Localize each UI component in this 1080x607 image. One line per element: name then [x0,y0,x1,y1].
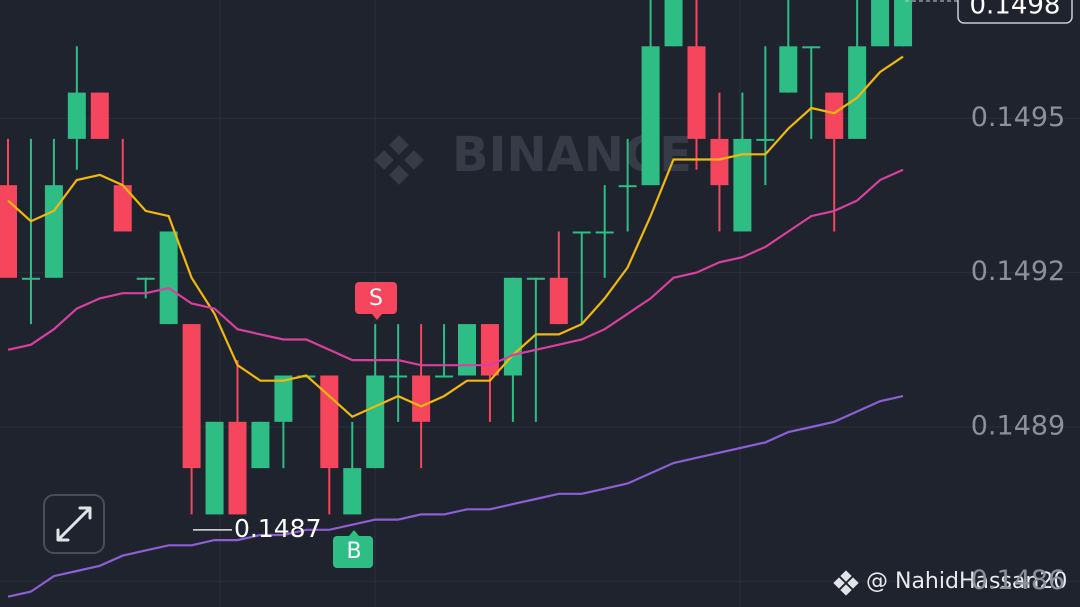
candle-body [67,92,86,139]
candle-body [389,375,408,378]
candle-body [825,92,844,139]
buy-marker: B [333,530,373,568]
moving-average-line [7,55,904,418]
candle-body [274,375,293,422]
candle-body [756,138,775,141]
candle-body [710,138,729,186]
y-tick-label: 0.1495 [971,102,1065,133]
candle-body [113,185,132,232]
candle-body [458,324,476,376]
y-tick-label: 0.1489 [971,410,1065,441]
candle-body [21,277,40,280]
candle-body [549,277,568,325]
candle-body [343,468,362,515]
moving-average-line [7,168,904,367]
candle-body [366,375,385,469]
candle-body [664,0,683,47]
y-tick-label: 0.1486 [971,565,1065,596]
candle-body [159,231,178,325]
candle-body [848,46,867,139]
candle-body [44,185,63,278]
candle-body [136,277,155,280]
candle-body [182,324,201,469]
candle-body [90,92,109,139]
candle-body [733,138,752,232]
candle-body [526,277,545,280]
candle-body [871,0,890,47]
credit-logo [833,570,859,596]
candle-body [572,231,591,234]
moving-average-line [7,395,904,598]
candle-body [205,421,224,515]
candle-body [894,0,913,47]
sell-marker: S [355,282,397,320]
credit: @ NahidHassan20 [866,569,1067,594]
last-price-box [957,0,1073,24]
y-tick-label: 0.1492 [971,256,1065,287]
candle-body [0,185,17,278]
candle-body [480,324,499,376]
expand-button[interactable] [43,494,105,554]
sell-label: S [369,286,383,311]
candle-body [251,421,270,469]
candle-body [595,231,614,234]
candle-body [435,375,454,378]
candle-body [412,375,431,422]
candle-body [228,421,247,515]
candle-body [802,46,821,49]
last-price-label: 0.1498 [970,0,1061,21]
low-label: 0.1487 [234,514,321,543]
candle-body [641,46,660,186]
buy-label: B [346,539,361,564]
candle-body [779,46,798,93]
candle-body [618,185,637,188]
candle-body [687,46,706,139]
watermark-logo [374,135,424,185]
